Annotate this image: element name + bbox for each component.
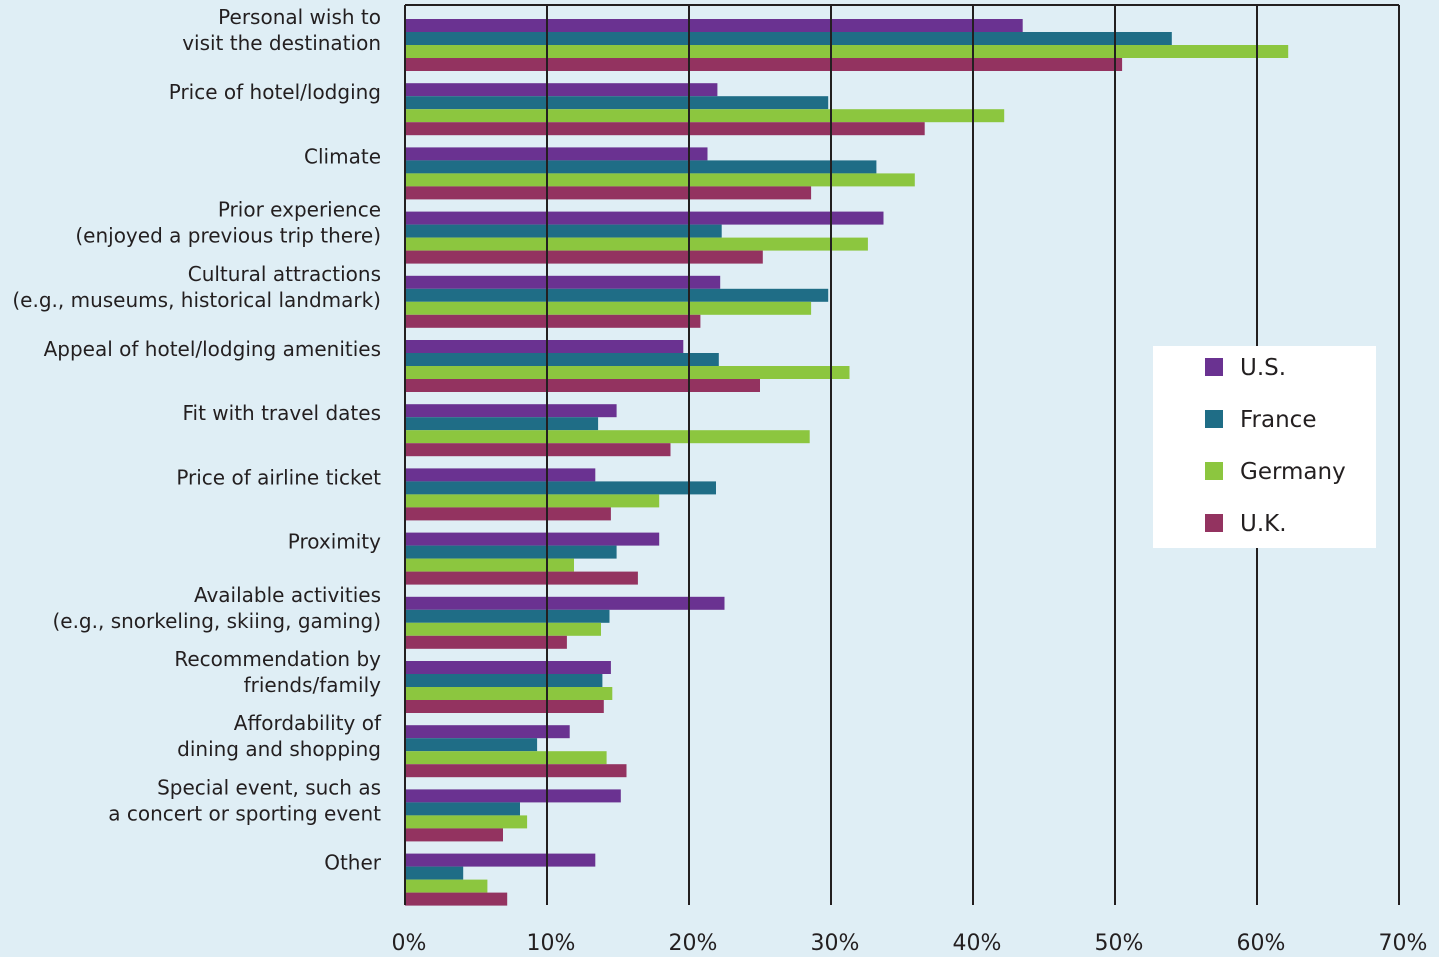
bar — [405, 635, 567, 649]
bar — [405, 571, 638, 585]
bar — [405, 443, 671, 457]
x-tick-label: 50% — [1095, 931, 1144, 956]
legend-swatch — [1205, 358, 1223, 376]
bar — [405, 674, 603, 687]
category-labels-layer: Personal wish to visit the destination Pri… — [12, 5, 382, 875]
bar — [405, 558, 574, 572]
bar — [405, 314, 701, 328]
bar — [405, 507, 611, 521]
bar — [405, 789, 621, 803]
bar — [405, 892, 508, 906]
category-label: Price of hotel/lodging — [169, 80, 381, 104]
bar — [405, 751, 607, 765]
bar — [405, 275, 721, 289]
bar — [405, 866, 464, 880]
bar — [405, 404, 617, 418]
category-label: Fit with travel dates — [183, 401, 382, 425]
x-tick-label: 0% — [392, 931, 427, 956]
bar — [405, 661, 611, 674]
legend-label: France — [1240, 407, 1316, 433]
bar — [405, 32, 1172, 45]
bar — [405, 224, 722, 238]
bar — [405, 58, 1123, 71]
x-tick-label: 20% — [669, 931, 718, 956]
category-label: Climate — [304, 144, 381, 168]
bar — [405, 828, 503, 842]
bar — [405, 288, 829, 302]
bar — [405, 366, 850, 379]
bar — [405, 379, 760, 392]
bar — [405, 147, 708, 161]
bar — [405, 764, 627, 778]
bar — [405, 45, 1289, 58]
bar — [405, 609, 610, 623]
bar — [405, 83, 718, 97]
category-label: Proximity — [288, 530, 381, 554]
gridlines-layer — [404, 4, 1400, 905]
legend-label: Germany — [1240, 459, 1346, 485]
bars-layer — [405, 19, 1289, 906]
category-label: Other — [324, 851, 382, 875]
bar — [405, 622, 601, 636]
bar — [405, 173, 915, 187]
x-tick-labels-layer: 0% 10% 20% 30% 40% 50% 60% 70% — [392, 931, 1428, 956]
bar — [405, 468, 596, 482]
category-label: Available activities (e.g., snorkeling, s… — [52, 583, 381, 633]
bar — [405, 211, 884, 225]
legend-box — [1153, 346, 1376, 548]
bar — [405, 353, 719, 366]
bar — [405, 725, 570, 739]
bar — [405, 160, 877, 174]
bar — [405, 417, 599, 431]
category-label: Personal wish to visit the destination — [182, 5, 381, 55]
x-tick-label: 10% — [527, 931, 576, 956]
bar — [405, 853, 596, 867]
x-tick-label: 40% — [953, 931, 1002, 956]
bar — [405, 532, 660, 546]
category-label: Special event, such as a concert or sport… — [108, 775, 381, 825]
bar — [405, 481, 716, 495]
bar — [405, 494, 660, 508]
category-label: Affordability of dining and shopping — [177, 711, 382, 761]
category-label: Prior experience (enjoyed a previous trip… — [75, 198, 381, 248]
bar — [405, 879, 488, 893]
category-label: Recommendation by friends/family — [174, 647, 381, 697]
bar — [405, 301, 812, 315]
bar — [405, 700, 604, 713]
category-label: Appeal of hotel/lodging amenities — [44, 337, 381, 361]
bar — [405, 596, 725, 610]
legend-swatch — [1205, 514, 1223, 532]
legend: U.S. France Germany U.K. — [1153, 346, 1376, 548]
bar — [405, 237, 868, 251]
legend-swatch — [1205, 462, 1223, 480]
x-tick-label: 70% — [1379, 931, 1428, 956]
bar — [405, 186, 812, 200]
x-tick-label: 30% — [811, 931, 860, 956]
bar — [405, 738, 538, 752]
x-tick-label: 60% — [1237, 931, 1286, 956]
legend-label: U.K. — [1240, 511, 1287, 537]
bar — [405, 109, 1005, 123]
bar — [405, 545, 617, 559]
bar — [405, 802, 520, 816]
bar — [405, 815, 528, 829]
legend-swatch — [1205, 410, 1223, 428]
bar — [405, 687, 613, 700]
bar — [405, 430, 810, 444]
bar — [405, 19, 1023, 32]
bar — [405, 250, 763, 264]
bar — [405, 340, 684, 353]
category-label: Cultural attractions (e.g., museums, hist… — [12, 262, 381, 312]
legend-label: U.S. — [1240, 355, 1286, 381]
category-label: Price of airline ticket — [176, 465, 381, 489]
bar — [405, 96, 829, 110]
bar — [405, 122, 925, 136]
